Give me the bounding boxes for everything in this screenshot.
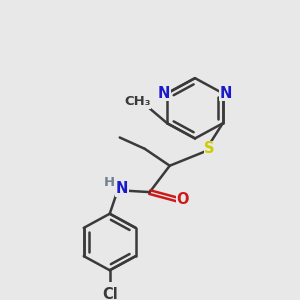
Text: S: S	[205, 141, 215, 156]
Text: Cl: Cl	[102, 287, 118, 300]
Text: N: N	[220, 86, 232, 101]
Text: N: N	[158, 86, 170, 101]
Text: N: N	[116, 181, 128, 196]
Text: O: O	[176, 192, 189, 207]
Text: CH₃: CH₃	[124, 95, 151, 108]
Text: H: H	[104, 176, 115, 189]
